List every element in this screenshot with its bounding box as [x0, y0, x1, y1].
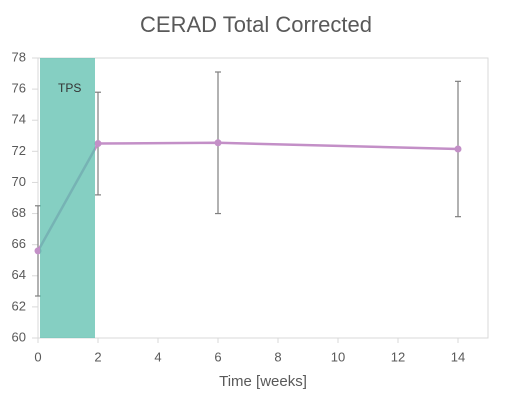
y-tick-label: 74	[12, 112, 26, 127]
x-tick-label: 2	[94, 349, 101, 364]
y-tick-label: 62	[12, 298, 26, 313]
data-line	[36, 141, 459, 252]
y-tick-label: 68	[12, 205, 26, 220]
data-point	[94, 140, 102, 148]
y-tick-label: 76	[12, 81, 26, 96]
chart-title: CERAD Total Corrected	[140, 12, 372, 37]
data-point	[454, 145, 462, 153]
shaded-region-label: TPS	[58, 81, 81, 95]
x-tick-label: 6	[214, 349, 221, 364]
x-tick-label: 12	[391, 349, 405, 364]
data-point	[214, 139, 222, 147]
x-axis-label: Time [weeks]	[219, 373, 307, 390]
y-tick-label: 64	[12, 267, 26, 282]
y-tick-label: 72	[12, 143, 26, 158]
plot-frame	[37, 57, 489, 339]
y-tick-label: 66	[12, 236, 26, 251]
x-tick-label: 4	[154, 349, 161, 364]
y-tick-label: 70	[12, 174, 26, 189]
x-tick-label: 10	[331, 349, 345, 364]
x-tick-label: 0	[34, 349, 41, 364]
data-point	[34, 247, 42, 255]
x-tick-label: 14	[451, 349, 465, 364]
y-tick-label: 60	[12, 329, 26, 344]
shaded-region	[40, 58, 95, 338]
x-tick-label: 8	[274, 349, 281, 364]
y-tick-label: 78	[12, 49, 26, 64]
